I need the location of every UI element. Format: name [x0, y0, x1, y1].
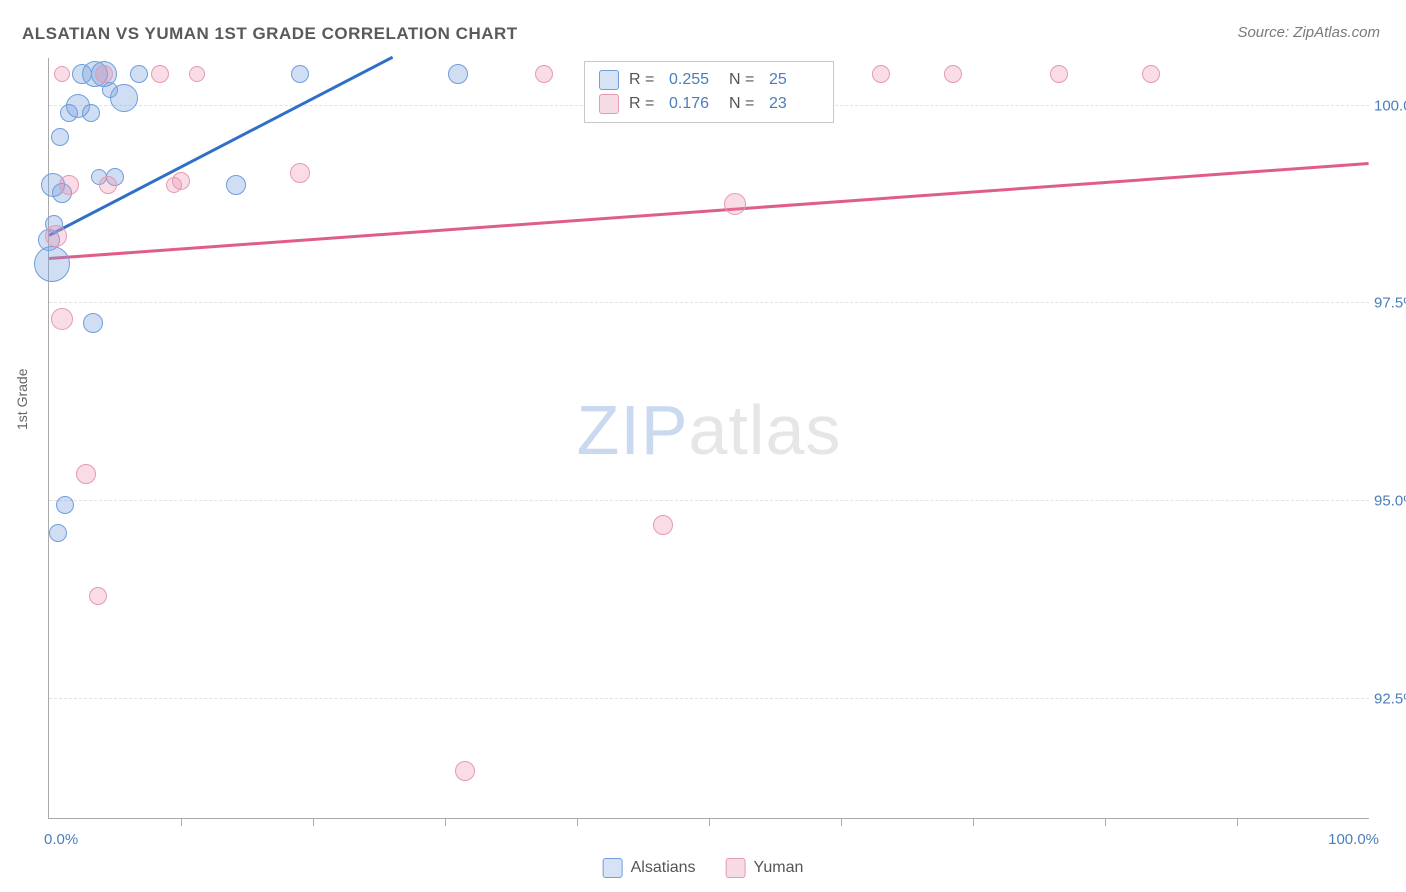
y-axis-title: 1st Grade [14, 369, 30, 430]
data-point-yuman [51, 308, 73, 330]
legend-bottom: Alsatians Yuman [603, 858, 804, 878]
watermark-zip: ZIP [577, 391, 689, 469]
gridline [49, 500, 1369, 501]
legend-r-value-alsatians: 0.255 [669, 68, 719, 92]
data-point-alsatians [226, 175, 246, 195]
watermark-atlas: atlas [689, 391, 842, 469]
x-tick [1105, 818, 1106, 826]
trend-line-yuman [49, 162, 1369, 259]
x-tick [973, 818, 974, 826]
legend-swatch-yuman-bottom [726, 858, 746, 878]
legend-label-alsatians: Alsatians [631, 859, 696, 876]
legend-r-label: R = [629, 68, 659, 92]
gridline [49, 698, 1369, 699]
legend-n-value-alsatians: 25 [769, 68, 819, 92]
source-label: Source: ZipAtlas.com [1237, 24, 1380, 41]
legend-r-value-yuman: 0.176 [669, 92, 719, 116]
legend-r-label: R = [629, 92, 659, 116]
data-point-yuman [54, 66, 70, 82]
chart-container: ALSATIAN VS YUMAN 1ST GRADE CORRELATION … [0, 0, 1406, 892]
data-point-alsatians [82, 104, 100, 122]
data-point-yuman [653, 515, 673, 535]
data-point-yuman [1050, 65, 1068, 83]
data-point-yuman [724, 193, 746, 215]
data-point-alsatians [448, 64, 468, 84]
data-point-yuman [89, 587, 107, 605]
legend-swatch-yuman [599, 94, 619, 114]
data-point-alsatians [51, 128, 69, 146]
x-tick [445, 818, 446, 826]
legend-n-label: N = [729, 68, 759, 92]
legend-n-label: N = [729, 92, 759, 116]
legend-stats: R = 0.255 N = 25 R = 0.176 N = 23 [584, 61, 834, 123]
x-tick [313, 818, 314, 826]
data-point-yuman [99, 176, 117, 194]
data-point-yuman [76, 464, 96, 484]
y-tick-label: 95.0% [1374, 493, 1406, 510]
data-point-alsatians [34, 246, 70, 282]
x-tick [577, 818, 578, 826]
data-point-yuman [944, 65, 962, 83]
x-tick [709, 818, 710, 826]
watermark: ZIPatlas [577, 390, 842, 470]
legend-label-yuman: Yuman [754, 859, 804, 876]
legend-row-yuman: R = 0.176 N = 23 [599, 92, 819, 116]
data-point-yuman [1142, 65, 1160, 83]
data-point-alsatians [49, 524, 67, 542]
data-point-yuman [189, 66, 205, 82]
data-point-yuman [290, 163, 310, 183]
data-point-alsatians [56, 496, 74, 514]
x-tick [841, 818, 842, 826]
legend-swatch-alsatians-bottom [603, 858, 623, 878]
data-point-yuman [535, 65, 553, 83]
x-tick [1237, 818, 1238, 826]
legend-item-alsatians: Alsatians [603, 858, 696, 878]
data-point-alsatians [110, 84, 138, 112]
x-axis-start-label: 0.0% [44, 831, 78, 848]
y-tick-label: 92.5% [1374, 691, 1406, 708]
data-point-yuman [151, 65, 169, 83]
data-point-yuman [172, 172, 190, 190]
legend-row-alsatians: R = 0.255 N = 25 [599, 68, 819, 92]
data-point-yuman [455, 761, 475, 781]
chart-title: ALSATIAN VS YUMAN 1ST GRADE CORRELATION … [22, 24, 518, 44]
y-tick-label: 100.0% [1374, 97, 1406, 114]
x-axis-end-label: 100.0% [1328, 831, 1379, 848]
data-point-yuman [872, 65, 890, 83]
data-point-alsatians [130, 65, 148, 83]
data-point-alsatians [83, 313, 103, 333]
plot-area: ZIPatlas R = 0.255 N = 25 R = 0.176 N = … [48, 58, 1369, 819]
legend-swatch-alsatians [599, 70, 619, 90]
x-tick [181, 818, 182, 826]
y-tick-label: 97.5% [1374, 295, 1406, 312]
legend-item-yuman: Yuman [726, 858, 804, 878]
data-point-alsatians [291, 65, 309, 83]
gridline [49, 302, 1369, 303]
data-point-yuman [95, 65, 113, 83]
legend-n-value-yuman: 23 [769, 92, 819, 116]
data-point-yuman [45, 225, 67, 247]
data-point-yuman [59, 175, 79, 195]
